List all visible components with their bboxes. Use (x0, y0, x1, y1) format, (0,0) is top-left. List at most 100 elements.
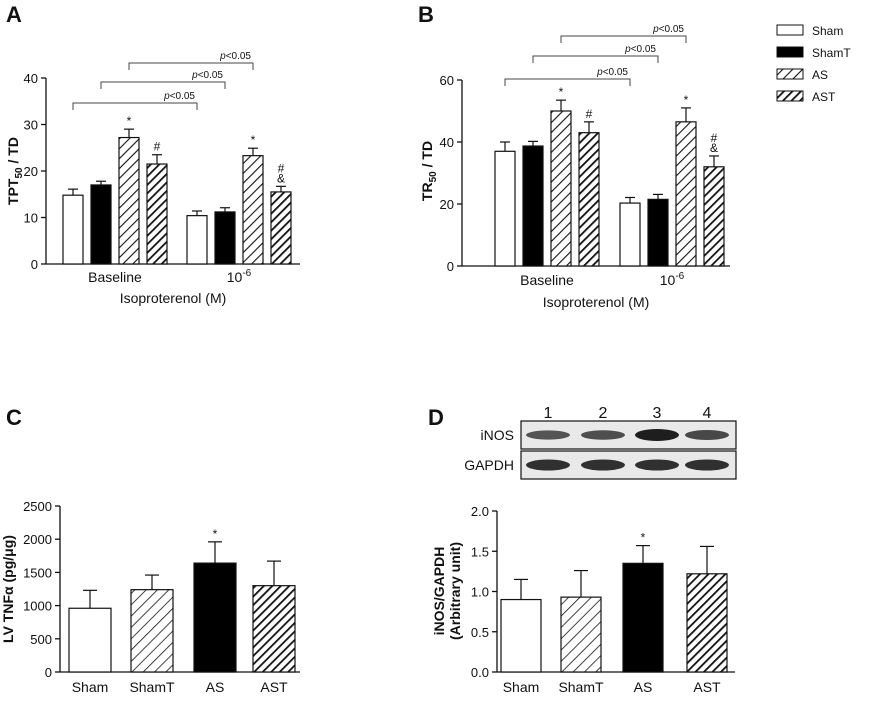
panel-letter-b: B (418, 2, 434, 27)
bar-shamt-0 (90, 184, 112, 265)
bar-sham (68, 607, 112, 673)
bar-ast-1 (703, 166, 725, 267)
panel-letter-d: D (428, 405, 444, 430)
significance-marker: # (586, 107, 593, 121)
comparison-bracket (504, 78, 631, 86)
y-tick-label: 1500 (23, 565, 52, 580)
bar-sham (500, 598, 542, 673)
legend-label: AS (812, 68, 828, 82)
bar-shamt (130, 589, 174, 673)
x-category-label: Baseline (520, 272, 574, 288)
bar-ast (686, 573, 728, 673)
significance-marker: * (684, 93, 689, 107)
bar-as (193, 562, 237, 673)
bar-shamt-1 (214, 211, 236, 265)
chart-panel-c: 0 500 1000 1500 2000 2500 Sham ShamT AS AST * LV TN… (0, 499, 300, 695)
y-tick-label: 2.0 (471, 504, 489, 519)
bracket-p-label: p<0.05 (163, 91, 195, 102)
y-tick-label: 40 (440, 135, 454, 150)
x-category-label: Baseline (88, 269, 142, 285)
comparison-bracket (560, 35, 687, 43)
significance-marker: * (127, 114, 132, 128)
y-tick-label: 30 (24, 118, 38, 133)
legend-swatch-ast (776, 90, 804, 102)
blot-band (581, 430, 625, 440)
comparison-bracket (532, 55, 659, 63)
lane-number: 1 (544, 405, 553, 422)
x-category-label: 10-6 (227, 268, 252, 285)
significance-marker: * (213, 527, 218, 541)
x-category-label: ShamT (129, 679, 175, 695)
x-category-label: AST (693, 679, 721, 695)
legend-swatch-shamt (776, 46, 804, 58)
bar-sham-0 (494, 150, 516, 267)
y-tick-label: 60 (440, 73, 454, 88)
panel-letter-c: C (6, 405, 22, 430)
bar-ast-0 (578, 132, 600, 267)
significance-marker: * (559, 85, 564, 99)
comparison-bracket (128, 62, 254, 70)
x-axis-title: Isoproterenol (M) (120, 290, 227, 306)
bar-as (622, 562, 664, 673)
significance-marker: # (154, 140, 161, 154)
bracket-p-label: p<0.05 (596, 67, 628, 78)
significance-marker: * (641, 531, 646, 545)
bar-ast-0 (146, 163, 168, 265)
y-axis-title: TR50 / TD (419, 141, 439, 201)
bar-sham-1 (186, 215, 208, 265)
legend-label: Sham (812, 24, 843, 38)
bar-shamt-1 (647, 198, 669, 267)
chart-panel-d: 0.0 0.5 1.0 1.5 2.0 Sham ShamT AS AST * iNOS/GAPDH… (431, 504, 735, 695)
y-tick-label: 500 (30, 632, 52, 647)
bar-as-0 (550, 110, 572, 267)
chart-legend: Sham ShamT AS AST (776, 24, 851, 104)
blot-band (685, 459, 729, 471)
legend-swatch-sham (776, 24, 804, 36)
bracket-p-label: p<0.05 (624, 44, 656, 55)
y-tick-label: 1.0 (471, 585, 489, 600)
blot-band (635, 459, 679, 471)
bar-shamt-0 (522, 145, 544, 267)
y-tick-label: 0 (31, 257, 38, 272)
comparison-bracket (72, 102, 198, 110)
blot-row-label: GAPDH (464, 457, 514, 473)
x-category-label: AST (260, 679, 288, 695)
lane-number: 2 (599, 405, 608, 422)
blot-band (685, 430, 729, 440)
western-blot: 1 2 3 4 iNOS GAPDH (464, 405, 737, 480)
bracket-p-label: p<0.05 (191, 70, 223, 81)
x-axis-title: Isoproterenol (M) (543, 294, 650, 310)
significance-marker: # (278, 161, 285, 175)
x-category-label: Sham (503, 679, 540, 695)
y-tick-label: 20 (440, 197, 454, 212)
y-axis-title: LV TNFα (pg/μg) (0, 535, 16, 643)
y-axis-title-line2: (Arbitrary unit) (447, 542, 463, 640)
significance-marker: & (277, 171, 285, 185)
comparison-bracket (100, 81, 226, 89)
panel-letter-a: A (6, 2, 22, 27)
y-axis-title-line1: iNOS/GAPDH (431, 547, 447, 636)
y-tick-label: 0.0 (471, 665, 489, 680)
lane-number: 3 (653, 405, 662, 422)
significance-marker: # (711, 131, 718, 145)
bar-sham-0 (62, 194, 84, 265)
y-tick-label: 1.5 (471, 544, 489, 559)
y-tick-label: 40 (24, 71, 38, 86)
blot-band (526, 430, 570, 440)
significance-marker: & (710, 141, 718, 155)
x-category-label: AS (634, 679, 653, 695)
y-tick-label: 0.5 (471, 625, 489, 640)
bar-as-1 (675, 121, 697, 267)
blot-band (635, 429, 679, 441)
lane-number: 4 (703, 405, 712, 422)
y-tick-label: 10 (24, 211, 38, 226)
bar-ast (252, 585, 296, 673)
bracket-p-label: p<0.05 (219, 51, 251, 62)
y-axis-title: TPT50 / TD (5, 137, 25, 205)
significance-marker: * (251, 133, 256, 147)
y-tick-label: 0 (447, 259, 454, 274)
y-tick-label: 1000 (23, 599, 52, 614)
